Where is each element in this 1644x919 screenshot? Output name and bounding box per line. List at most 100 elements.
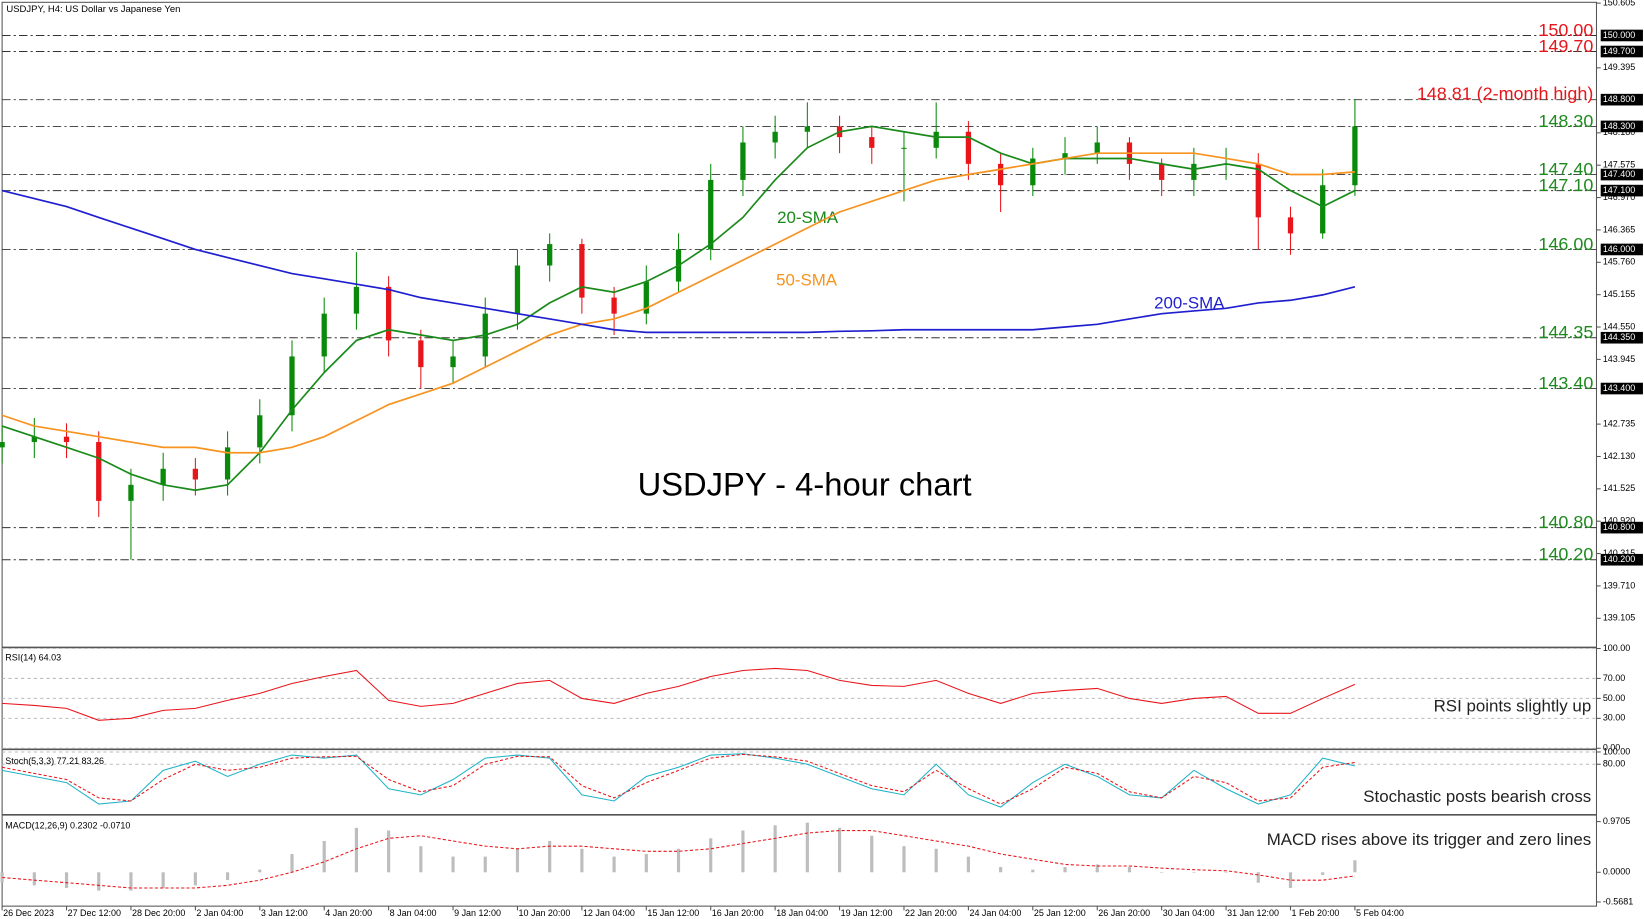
candle-body (1255, 163, 1261, 218)
y-tick-label: 140.315 (1603, 548, 1635, 558)
macd-bar (1224, 872, 1228, 873)
x-tick-label: 9 Jan 12:00 (454, 908, 501, 918)
candle-body (869, 137, 875, 148)
y-tick-label: 140.920 (1603, 516, 1635, 526)
x-tick-label: 18 Jan 04:00 (776, 908, 828, 918)
candle-body (96, 442, 102, 501)
candle-body (1191, 163, 1197, 180)
level-label: 144.35 (1538, 322, 1593, 342)
indicator-line (2, 667, 1356, 721)
panel-annotation: RSI points slightly up (1434, 696, 1592, 715)
macd-bar (97, 872, 101, 891)
panel-title: MACD(12,26,9) 0.2302 -0.0710 (5, 820, 130, 830)
level-label: 140.80 (1538, 512, 1593, 532)
macd-bar (290, 853, 294, 873)
candle-body (160, 468, 166, 485)
macd-bar (837, 827, 842, 873)
y-tick-label: 100.00 (1603, 746, 1630, 756)
y-tick-label: 80.00 (1603, 759, 1625, 769)
level-tag: 150.000 (1603, 30, 1635, 40)
y-tick-label: 30.00 (1603, 713, 1625, 723)
panel-title: RSI(14) 64.03 (5, 652, 61, 662)
level-tag-box (1600, 382, 1643, 395)
candle-body (1159, 163, 1165, 180)
indicator-line (2, 753, 1356, 808)
macd-bar (225, 872, 230, 881)
macd-bar (161, 872, 165, 888)
level-tag: 147.400 (1603, 169, 1635, 179)
level-tag: 144.350 (1603, 332, 1635, 342)
x-tick-label: 25 Jan 12:00 (1034, 908, 1086, 918)
macd-bar (1256, 872, 1260, 883)
level-label: 148.30 (1538, 111, 1593, 131)
macd-bar (1321, 872, 1325, 875)
y-tick-label: 144.550 (1603, 321, 1635, 331)
y-tick-label: 150.605 (1603, 0, 1635, 7)
macd-bar (676, 848, 681, 873)
chart-title: USDJPY - 4-hour chart (638, 466, 972, 503)
level-label: 143.40 (1538, 373, 1593, 393)
candle-body (289, 356, 295, 416)
candle-body (353, 286, 360, 314)
level-tag-box (1600, 120, 1643, 133)
macd-bar (1031, 869, 1035, 873)
x-tick-label: 16 Jan 20:00 (712, 908, 764, 918)
macd-bar (1353, 860, 1357, 873)
y-tick-label: 147.575 (1603, 160, 1635, 170)
candle-body (740, 142, 746, 180)
candle-body (418, 340, 424, 368)
y-tick-label: -0.5681 (1603, 896, 1633, 906)
x-tick-label: 26 Dec 2023 (3, 908, 54, 918)
level-tag-box (1600, 331, 1643, 344)
candle-body (901, 147, 907, 149)
candle-body (1287, 217, 1294, 234)
x-tick-label: 8 Jan 04:00 (390, 908, 437, 918)
y-tick-label: 100.00 (1603, 643, 1630, 653)
y-tick-label: 143.945 (1603, 354, 1635, 364)
macd-bar (1127, 867, 1132, 873)
candle-body (224, 447, 231, 480)
level-tag: 148.300 (1603, 121, 1635, 131)
level-label: 148.81 (2-month high) (1417, 84, 1594, 104)
candle-body (547, 244, 553, 266)
candle-body (997, 163, 1004, 186)
macd-bar (1095, 864, 1099, 873)
macd-bar (1192, 872, 1196, 873)
macd-bar (741, 830, 745, 873)
macd-bar (709, 838, 713, 873)
level-tag-box (1600, 184, 1643, 197)
x-tick-label: 3 Jan 12:00 (261, 908, 308, 918)
candle-body (192, 468, 199, 480)
y-tick-label: 145.155 (1603, 289, 1635, 299)
macd-bar (1288, 872, 1293, 888)
macd-bar (548, 840, 552, 873)
x-tick-label: 27 Dec 12:00 (68, 908, 121, 918)
macd-bar (483, 856, 487, 873)
y-tick-label: 0.9705 (1603, 816, 1630, 826)
macd-bar (773, 825, 777, 873)
x-tick-label: 10 Jan 20:00 (519, 908, 571, 918)
macd-bar (580, 848, 584, 873)
candle-body (772, 131, 778, 143)
candle-body (933, 131, 939, 148)
level-tag: 148.800 (1603, 94, 1635, 104)
level-tag-box (1600, 29, 1643, 42)
level-label: 147.10 (1538, 175, 1593, 195)
candle-body (63, 436, 70, 443)
level-tag: 147.100 (1603, 185, 1635, 195)
macd-bar (805, 822, 809, 873)
macd-bar (644, 853, 648, 873)
y-tick-label: 142.130 (1603, 451, 1635, 461)
candle-body (1094, 142, 1100, 154)
candle-body (611, 297, 617, 314)
level-label: 140.20 (1538, 544, 1593, 564)
indicator-line (1, 125, 1356, 492)
y-tick-label: 149.395 (1603, 62, 1635, 72)
macd-bar (64, 872, 69, 888)
level-tag-box (1600, 45, 1643, 58)
candle-body (385, 286, 392, 341)
sma-label: 200-SMA (1154, 294, 1225, 313)
candle-body (1320, 185, 1326, 234)
level-tag-box (1600, 168, 1643, 181)
